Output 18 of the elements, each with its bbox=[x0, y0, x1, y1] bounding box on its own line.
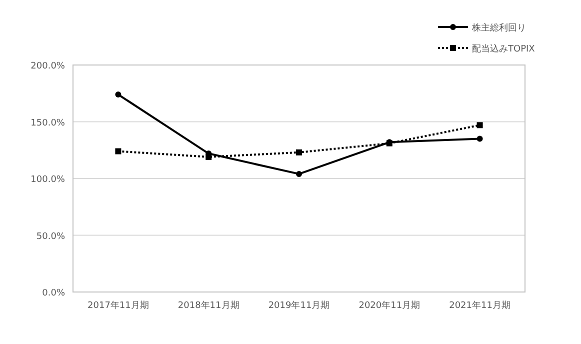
point bbox=[296, 170, 302, 177]
y-tick-label: 50.0% bbox=[36, 232, 66, 242]
legend-label: 配当込みTOPIX bbox=[472, 44, 535, 54]
point bbox=[296, 149, 302, 156]
x-tick-label: 2021年11月期 bbox=[449, 300, 510, 311]
x-tick-label: 2019年11月期 bbox=[268, 300, 330, 311]
y-tick-label: 150.0% bbox=[30, 118, 66, 128]
x-tick-label: 2020年11月期 bbox=[358, 300, 420, 311]
point bbox=[476, 136, 483, 142]
point bbox=[476, 122, 483, 128]
x-tick-label: 2018年11月期 bbox=[178, 300, 240, 311]
y-tick-label: 100.0% bbox=[30, 175, 66, 185]
y-tick-label: 0.0% bbox=[42, 288, 66, 298]
legend-label: 株主総利回り bbox=[471, 22, 526, 34]
point bbox=[115, 148, 122, 154]
y-tick-label: 200.0% bbox=[30, 62, 66, 72]
point bbox=[115, 92, 122, 98]
x-tick-label: 2017年11月期 bbox=[88, 300, 149, 311]
